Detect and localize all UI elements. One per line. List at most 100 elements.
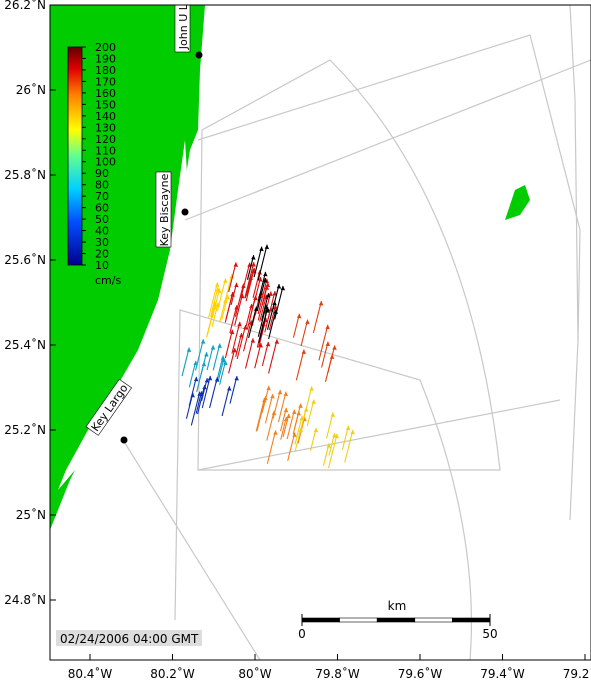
vector	[277, 391, 287, 422]
vector-head	[234, 305, 239, 310]
colorbar-tick-label: 70	[95, 190, 109, 203]
vector	[268, 339, 278, 374]
vector-head	[318, 300, 324, 306]
vector	[325, 412, 334, 439]
colorbar-scale	[67, 46, 83, 266]
vector-head	[220, 355, 226, 360]
vector	[228, 347, 236, 374]
vector-head	[345, 425, 351, 431]
colorbar-tick-label: 180	[95, 64, 116, 77]
vector	[190, 391, 201, 426]
vector-head	[301, 349, 307, 355]
vector	[228, 262, 237, 293]
vector	[258, 317, 267, 348]
vector-head	[296, 313, 302, 319]
vector	[196, 361, 205, 392]
vector-head	[264, 308, 270, 313]
lat-tick-label: 25.4˚N	[4, 337, 46, 352]
vector	[257, 304, 267, 337]
vector	[266, 300, 276, 330]
vector-head	[207, 375, 213, 381]
vector	[266, 410, 275, 441]
vector-head	[313, 427, 319, 433]
colorbar-tick-label: 90	[95, 167, 109, 180]
vector-head	[215, 287, 221, 292]
vector-head	[200, 339, 206, 344]
colorbar-tick-label: 50	[95, 213, 109, 226]
vector-head	[277, 389, 283, 395]
colorbar-tick-label: 150	[95, 98, 116, 111]
vector	[254, 342, 262, 369]
vector-head	[204, 352, 209, 357]
vector	[210, 286, 219, 317]
vector-head	[227, 386, 232, 391]
vector	[300, 319, 309, 347]
vector-head	[265, 341, 271, 347]
vector-head	[272, 300, 277, 306]
vector	[248, 306, 257, 339]
vector-head	[283, 407, 289, 413]
vector	[211, 288, 221, 318]
vector	[318, 324, 329, 361]
vector	[256, 277, 266, 310]
colorbar-tick-label: 200	[95, 41, 116, 54]
vector	[185, 392, 194, 419]
vector-head	[223, 278, 228, 283]
vector-head	[273, 304, 278, 310]
colorbar-tick-label: 130	[95, 121, 116, 134]
vector	[246, 295, 257, 330]
colorbar: cm/s 20019018017016015014013012011010090…	[67, 41, 121, 287]
vector	[268, 309, 277, 340]
vector-head	[190, 392, 195, 398]
vector-head	[237, 321, 242, 327]
vector-head	[186, 347, 192, 353]
vector	[229, 305, 238, 334]
vector-head	[274, 339, 280, 344]
lon-tick-label: 80˚W	[238, 666, 271, 681]
vector	[243, 320, 252, 352]
vector	[327, 345, 336, 374]
vector-head	[197, 391, 202, 397]
colorbar-tick-label: 20	[95, 248, 109, 261]
station-label: John U Lloyd	[177, 0, 190, 50]
vector	[321, 341, 329, 368]
vector-head	[253, 295, 258, 301]
vector-head	[241, 283, 246, 289]
vector-head	[233, 262, 239, 267]
vector-head	[263, 304, 269, 310]
vector-head	[234, 376, 239, 381]
vector-head	[263, 271, 268, 277]
vector	[267, 290, 276, 320]
lat-tick-label: 26.2˚N	[4, 0, 46, 12]
vector	[244, 338, 254, 369]
vector	[229, 375, 238, 404]
lon-tick-label: 79.2˚W	[563, 666, 591, 681]
vector-head	[259, 246, 264, 252]
lon-tick-label: 79.8˚W	[315, 666, 360, 681]
vector-head	[268, 291, 273, 296]
vector	[201, 375, 211, 409]
vector	[252, 269, 261, 298]
vector-head	[193, 376, 199, 382]
vector	[246, 268, 255, 296]
vector-head	[258, 277, 263, 282]
vector-head	[229, 329, 235, 335]
lon-tick-label: 80.4˚W	[68, 666, 113, 681]
lat-tick-label: 24.8˚N	[4, 592, 46, 607]
frame	[49, 4, 591, 661]
vector	[294, 415, 303, 445]
colorbar-tick-label: 100	[95, 156, 116, 169]
vector	[287, 432, 296, 461]
vector	[286, 409, 296, 440]
vector	[302, 386, 313, 421]
scale-segment	[301, 617, 340, 623]
vector	[231, 321, 241, 354]
vector-head	[262, 277, 268, 283]
vector	[257, 278, 268, 315]
vector-head	[309, 386, 314, 391]
vector	[306, 399, 315, 427]
vector	[188, 360, 197, 388]
vector	[274, 285, 284, 320]
vector-head	[201, 361, 207, 367]
colorbar-tick-label: 140	[95, 110, 116, 123]
